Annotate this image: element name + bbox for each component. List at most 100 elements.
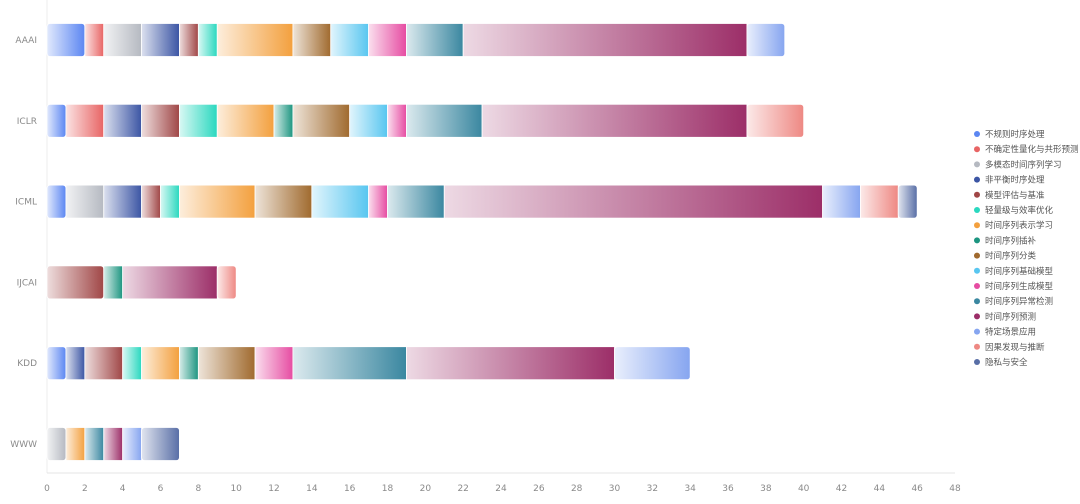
legend-label: 多模态时间序列学习	[985, 159, 1062, 170]
bar-segment-aaai-12[interactable]: 时间序列预测: 15	[462, 23, 748, 57]
legend-item[interactable]: 多模态时间序列学习	[974, 159, 1062, 170]
bar-segment-icml-2[interactable]: 多模态时间序列学习: 2	[65, 184, 105, 219]
bar-segment-iclr-1[interactable]: 不确定性量化与共形预测: 2	[65, 103, 105, 138]
legend-label: 时间序列生成模型	[985, 281, 1054, 292]
bar-segment-icml-10[interactable]: 时间序列生成模型: 1	[368, 184, 388, 219]
x-tick-label: 28	[571, 484, 583, 494]
legend-item[interactable]: 轻量级与效率优化	[974, 205, 1054, 216]
legend-item[interactable]: 隐私与安全	[974, 357, 1028, 368]
x-tick-label: 32	[647, 484, 658, 494]
bar-segment-icml-9[interactable]: 时间序列基础模型: 3	[311, 184, 369, 219]
bar-segment-aaai-8[interactable]: 时间序列分类: 2	[292, 23, 332, 57]
x-tick-label: 8	[195, 484, 201, 494]
bar-segment-aaai-11[interactable]: 时间序列异常检测: 3	[406, 23, 464, 57]
bar-segment-aaai-2[interactable]: 多模态时间序列学习: 2	[103, 23, 142, 57]
bar-segment-icml-4[interactable]: 模型评估与基准: 1	[141, 184, 161, 219]
bar-segment-kdd-6[interactable]: 时间序列表示学习: 2	[141, 346, 180, 381]
bar-segment-iclr-12[interactable]: 时间序列预测: 14	[481, 103, 748, 138]
bar-segment-kdd-8[interactable]: 时间序列分类: 3	[197, 346, 256, 381]
bar-segment-aaai-0[interactable]: 不规则时序处理: 2	[46, 23, 86, 57]
legend-dot-icon	[974, 343, 980, 350]
x-tick-label: 12	[268, 484, 279, 494]
bar-segment-ijcai-4[interactable]: 模型评估与基准: 3	[46, 265, 105, 300]
x-tick-label: 38	[760, 484, 772, 494]
bar-segment-iclr-3[interactable]: 非平衡时序处理: 2	[103, 103, 142, 138]
legend-item[interactable]: 特定场景应用	[974, 327, 1036, 338]
bar-segment-iclr-14[interactable]: 因果发现与推断: 3	[746, 103, 805, 138]
bar-segment-iclr-11[interactable]: 时间序列异常检测: 4	[406, 103, 483, 138]
legend-item[interactable]: 时间序列表示学习	[974, 220, 1053, 231]
bar-segment-ijcai-7[interactable]: 时间序列插补: 1	[103, 265, 124, 300]
bar-segment-icml-15[interactable]: 隐私与安全: 1	[897, 184, 918, 219]
bar-segment-ijcai-14[interactable]: 因果发现与推断: 1	[216, 265, 237, 300]
bar-segment-www-15[interactable]: 隐私与安全: 2	[141, 427, 180, 461]
legend-label: 时间序列异常检测	[985, 296, 1053, 307]
bar-segment-kdd-10[interactable]: 时间序列生成模型: 2	[254, 346, 294, 381]
x-tick-label: 22	[457, 484, 468, 494]
bar-segment-www-11[interactable]: 时间序列异常检测: 1	[84, 427, 105, 461]
legend-item[interactable]: 时间序列预测	[974, 311, 1036, 322]
bar-segment-aaai-5[interactable]: 轻量级与效率优化: 1	[197, 23, 218, 57]
legend-item[interactable]: 因果发现与推断	[974, 342, 1045, 353]
bar-segment-aaai-4[interactable]: 模型评估与基准: 1	[179, 23, 199, 57]
legend-item[interactable]: 时间序列插补	[974, 235, 1037, 246]
bar-segment-www-12[interactable]: 时间序列预测: 1	[103, 427, 124, 461]
bar-segment-iclr-10[interactable]: 时间序列生成模型: 1	[387, 103, 407, 138]
legend-dot-icon	[974, 161, 980, 168]
legend-item[interactable]: 时间序列分类	[974, 251, 1037, 262]
legend-label: 时间序列插补	[985, 235, 1037, 246]
bar-segment-kdd-3[interactable]: 非平衡时序处理: 1	[65, 346, 86, 381]
bar-segment-iclr-0[interactable]: 不规则时序处理: 1	[46, 103, 67, 138]
bar-segment-iclr-8[interactable]: 时间序列分类: 3	[292, 103, 351, 138]
bar-segment-icml-5[interactable]: 轻量级与效率优化: 1	[160, 184, 180, 219]
legend-label: 特定场景应用	[985, 327, 1036, 338]
legend-item[interactable]: 不确定性量化与共形预测	[974, 144, 1079, 155]
bar-segment-icml-14[interactable]: 因果发现与推断: 2	[860, 184, 899, 219]
y-tick-label: KDD	[17, 359, 37, 369]
bar-segment-aaai-1[interactable]: 不确定性量化与共形预测: 1	[84, 23, 105, 57]
bar-segment-icml-6[interactable]: 时间序列表示学习: 4	[179, 184, 256, 219]
axes: 0 2 4 6 8 10 12 14 16 18 20 22 24 26 28 30 32 34 36 38 40 42 4…	[10, 0, 961, 494]
legend-item[interactable]: 时间序列异常检测	[974, 296, 1053, 307]
legend-item[interactable]: 时间序列生成模型	[974, 281, 1054, 292]
bar-segment-www-6[interactable]: 时间序列表示学习: 1	[65, 427, 86, 461]
bar-segment-icml-13[interactable]: 特定场景应用: 2	[822, 184, 861, 219]
legend-label: 非平衡时序处理	[985, 175, 1045, 186]
bar-segment-kdd-5[interactable]: 轻量级与效率优化: 1	[122, 346, 142, 381]
bar-segment-iclr-7[interactable]: 时间序列插补: 1	[273, 103, 294, 138]
bar-segment-ijcai-12[interactable]: 时间序列预测: 5	[122, 265, 218, 300]
bar-segment-aaai-10[interactable]: 时间序列生成模型: 2	[368, 23, 407, 57]
bar-segment-iclr-4[interactable]: 模型评估与基准: 2	[141, 103, 180, 138]
legend-label: 不确定性量化与共形预测	[985, 144, 1079, 155]
bar-segment-icml-11[interactable]: 时间序列异常检测: 3	[387, 184, 445, 219]
legend-dot-icon	[974, 222, 980, 229]
bar-segment-iclr-6[interactable]: 时间序列表示学习: 3	[216, 103, 275, 138]
x-tick-label: 18	[382, 484, 394, 494]
bar-segment-icml-8[interactable]: 时间序列分类: 3	[254, 184, 313, 219]
bar-segment-kdd-7[interactable]: 时间序列插补: 1	[179, 346, 199, 381]
legend-dot-icon	[974, 237, 980, 244]
bar-segment-kdd-0[interactable]: 不规则时序处理: 1	[46, 346, 67, 381]
legend-item[interactable]: 不规则时序处理	[974, 129, 1045, 140]
bar-segment-kdd-4[interactable]: 模型评估与基准: 2	[84, 346, 124, 381]
bar-segment-iclr-9[interactable]: 时间序列基础模型: 2	[349, 103, 388, 138]
bar-segment-aaai-9[interactable]: 时间序列基础模型: 2	[330, 23, 369, 57]
bar-segment-kdd-13[interactable]: 特定场景应用: 4	[614, 346, 691, 381]
bar-segment-aaai-13[interactable]: 特定场景应用: 2	[746, 23, 786, 57]
legend-item[interactable]: 时间序列基础模型	[974, 266, 1054, 277]
bar-segment-www-2[interactable]: 多模态时间序列学习: 1	[46, 427, 67, 461]
bar-segment-aaai-3[interactable]: 非平衡时序处理: 2	[141, 23, 180, 57]
bar-segment-aaai-6[interactable]: 时间序列表示学习: 4	[216, 23, 294, 57]
bar-segment-kdd-12[interactable]: 时间序列预测: 11	[406, 346, 615, 381]
bar-segment-iclr-5[interactable]: 轻量级与效率优化: 2	[179, 103, 218, 138]
legend-item[interactable]: 模型评估与基准	[974, 190, 1045, 201]
bar-segment-kdd-11[interactable]: 时间序列异常检测: 6	[292, 346, 407, 381]
x-tick-label: 34	[684, 484, 696, 494]
bar-segment-www-13[interactable]: 特定场景应用: 1	[122, 427, 142, 461]
legend-dot-icon	[974, 252, 980, 259]
bar-segment-icml-12[interactable]: 时间序列预测: 20	[443, 184, 823, 219]
bar-segment-icml-3[interactable]: 非平衡时序处理: 2	[103, 184, 142, 219]
legend-item[interactable]: 非平衡时序处理	[974, 175, 1045, 186]
bar-segment-icml-0[interactable]: 不规则时序处理: 1	[46, 184, 67, 219]
